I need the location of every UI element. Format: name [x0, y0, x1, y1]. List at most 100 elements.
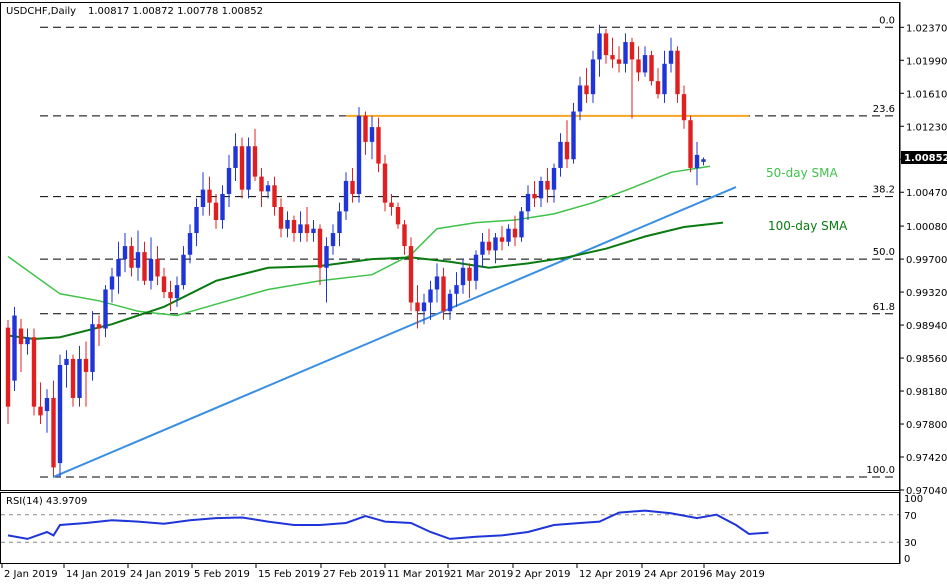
candle-body	[688, 120, 693, 168]
candle-body	[629, 42, 635, 60]
candle-body	[681, 94, 687, 121]
date-tick-label: 24 Apr 2019	[644, 569, 706, 580]
main-panel-frame	[0, 2, 900, 491]
date-tick-label: 14 Jan 2019	[66, 569, 126, 580]
price-scale: 1.023701.019901.016101.012301.008501.004…	[900, 23, 947, 497]
price-tick-label: 0.97040	[906, 486, 947, 497]
candle-body	[77, 358, 82, 398]
candle-body	[148, 259, 154, 281]
candle-body	[317, 228, 323, 268]
candle-body	[122, 246, 128, 260]
candle-body	[213, 202, 219, 221]
candle-body	[551, 167, 557, 190]
candle-body	[181, 254, 186, 286]
candle-body	[454, 285, 459, 294]
fibonacci-levels: 0.0 23.6 38.2 50.0 61.8 100.0	[40, 15, 898, 478]
date-tick-label: 15 Feb 2019	[258, 569, 320, 580]
candle-body	[571, 111, 576, 160]
rsi-scale-70: 70	[904, 511, 917, 522]
candle-body	[428, 289, 433, 303]
candle-body	[662, 63, 667, 95]
date-tick-label: 21 Mar 2019	[450, 569, 513, 580]
fib-level-label: 61.8	[873, 302, 895, 313]
candle-body	[233, 146, 238, 168]
candle-body	[161, 276, 167, 293]
candle-body	[655, 81, 661, 95]
candle-body	[519, 211, 524, 238]
candle-body	[291, 220, 297, 234]
candle-body	[129, 246, 134, 268]
candle-body	[265, 185, 271, 192]
date-tick-label: 11 Mar 2019	[387, 569, 450, 580]
price-tick-label: 1.01990	[906, 56, 947, 67]
candle-body	[668, 50, 674, 64]
price-tick-label: 0.97420	[906, 453, 947, 464]
price-tick-label: 0.99700	[906, 255, 947, 266]
candle-body	[421, 302, 427, 312]
candle-body	[155, 259, 160, 277]
candle-body	[252, 146, 258, 177]
candle-body	[395, 207, 401, 225]
candle-body	[272, 185, 277, 208]
candle-body	[493, 237, 498, 251]
candle-body	[610, 55, 615, 60]
rsi-scale-bottom: 0	[904, 554, 910, 565]
candle-body	[337, 211, 342, 234]
rsi-panel-frame	[0, 492, 900, 564]
date-tick-label: 12 Apr 2019	[579, 569, 641, 580]
candle-body	[70, 358, 76, 398]
rsi-label: RSI(14) 43.9709	[6, 496, 87, 507]
candle-body	[44, 397, 50, 412]
chart-symbol: USDCHF,Daily	[6, 6, 76, 17]
candle-body	[278, 207, 284, 229]
candle-body	[330, 233, 336, 247]
candle-body	[382, 163, 388, 203]
candle-body	[441, 276, 446, 312]
rsi-indicator	[1, 509, 899, 543]
sma50-line	[7, 165, 711, 317]
candle-body	[486, 241, 492, 251]
candle-body	[57, 364, 63, 464]
price-tick-label: 1.01610	[906, 89, 947, 100]
candle-body	[363, 115, 368, 142]
candle-body	[311, 228, 316, 234]
price-tick-label: 1.00080	[906, 222, 947, 233]
sma50-label: 50-day SMA	[766, 166, 838, 180]
fib-level-label: 23.6	[873, 104, 895, 115]
support-trendline	[53, 186, 737, 478]
candlesticks	[5, 24, 706, 477]
candle-body	[103, 289, 108, 329]
time-axis: 2 Jan 2019 14 Jan 2019 24 Jan 2019 5 Feb 20…	[1, 564, 765, 580]
candle-body	[532, 193, 537, 199]
candle-body	[369, 127, 375, 142]
candle-body	[616, 59, 622, 64]
date-tick-label: 2 Apr 2019	[515, 569, 570, 580]
candle-body	[246, 146, 251, 190]
fib-level-label: 100.0	[866, 465, 895, 476]
candle-body	[226, 167, 232, 194]
date-tick-label: 27 Feb 2019	[323, 569, 385, 580]
candle-body	[259, 176, 264, 192]
candle-body	[525, 193, 531, 212]
candle-body	[25, 337, 30, 345]
price-tick-label: 0.98560	[906, 354, 947, 365]
candle-body	[350, 180, 355, 194]
candle-body	[168, 292, 173, 299]
sma100-line	[7, 221, 724, 341]
price-tick-label: 0.99320	[906, 288, 947, 299]
candle-body	[135, 252, 141, 268]
candle-body	[603, 33, 609, 56]
candle-body	[415, 302, 420, 312]
candle-body	[109, 276, 115, 290]
candle-body	[239, 146, 245, 190]
candle-body	[324, 246, 329, 268]
current-price-badge	[901, 151, 947, 164]
candle-body	[590, 59, 596, 95]
candle-body	[96, 324, 102, 329]
candle-body	[220, 193, 225, 221]
price-tick-label: 0.97800	[906, 420, 947, 431]
rsi-line	[7, 509, 769, 540]
candle-body	[389, 202, 394, 208]
candle-body	[298, 224, 303, 234]
